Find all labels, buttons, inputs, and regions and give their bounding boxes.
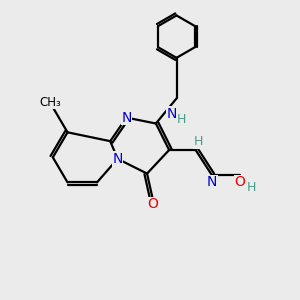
- Text: O: O: [148, 197, 158, 212]
- Text: H: H: [177, 112, 187, 126]
- Text: N: N: [121, 111, 132, 124]
- Text: H: H: [246, 181, 256, 194]
- Text: O: O: [234, 176, 245, 189]
- Text: N: N: [166, 107, 177, 121]
- Text: N: N: [112, 152, 123, 166]
- Text: H: H: [193, 135, 203, 148]
- Text: CH₃: CH₃: [39, 95, 61, 109]
- Text: N: N: [207, 176, 217, 189]
